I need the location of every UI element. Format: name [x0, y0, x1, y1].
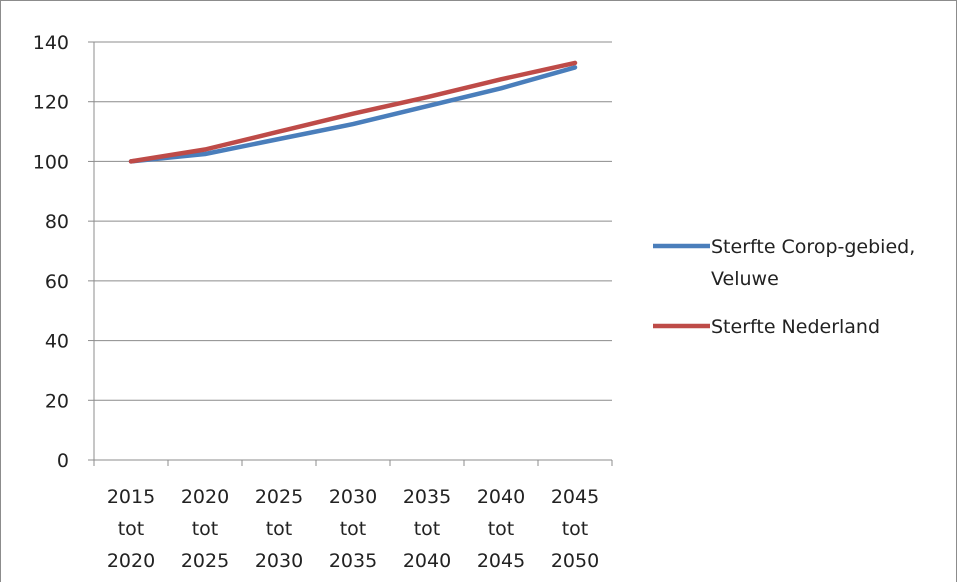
- series-line-1: [128, 65, 578, 164]
- x-tick-label: 2030 tot 2035: [329, 486, 377, 572]
- x-axis-tick-labels: 2015 tot 2020 2020 tot 2025 2025 tot 2030 2030 tot…: [107, 486, 599, 572]
- y-tick-label: 60: [45, 271, 69, 293]
- x-tick-label: 2020 tot 2025: [181, 486, 229, 572]
- x-tick-label: 2035 tot 2040: [403, 486, 451, 572]
- y-tick-label: 80: [45, 211, 69, 233]
- x-tick-label: 2015 tot 2020: [107, 486, 155, 572]
- y-tick-label: 120: [33, 92, 69, 114]
- series-lines: [128, 60, 578, 164]
- legend: Sterfte Corop-gebied, Veluwe Sterfte Neder…: [653, 236, 915, 338]
- legend-label: Sterfte Corop-gebied, Veluwe: [711, 236, 915, 290]
- y-tick-label: 0: [57, 450, 69, 472]
- x-tick-label: 2045 tot 2050: [551, 486, 599, 572]
- y-tick-label: 20: [45, 390, 69, 412]
- y-axis-tick-labels: 0 20 40 60 80 100 120 140: [33, 32, 69, 472]
- y-tick-label: 40: [45, 331, 69, 353]
- legend-label: Sterfte Nederland: [711, 316, 880, 338]
- x-tick-label: 2040 tot 2045: [477, 486, 525, 572]
- y-tick-label: 100: [33, 151, 69, 173]
- y-tick-label: 140: [33, 32, 69, 54]
- gridlines: [94, 41, 612, 401]
- series-line-2: [128, 60, 578, 164]
- axes: [88, 41, 613, 466]
- x-tick-label: 2025 tot 2030: [255, 486, 303, 572]
